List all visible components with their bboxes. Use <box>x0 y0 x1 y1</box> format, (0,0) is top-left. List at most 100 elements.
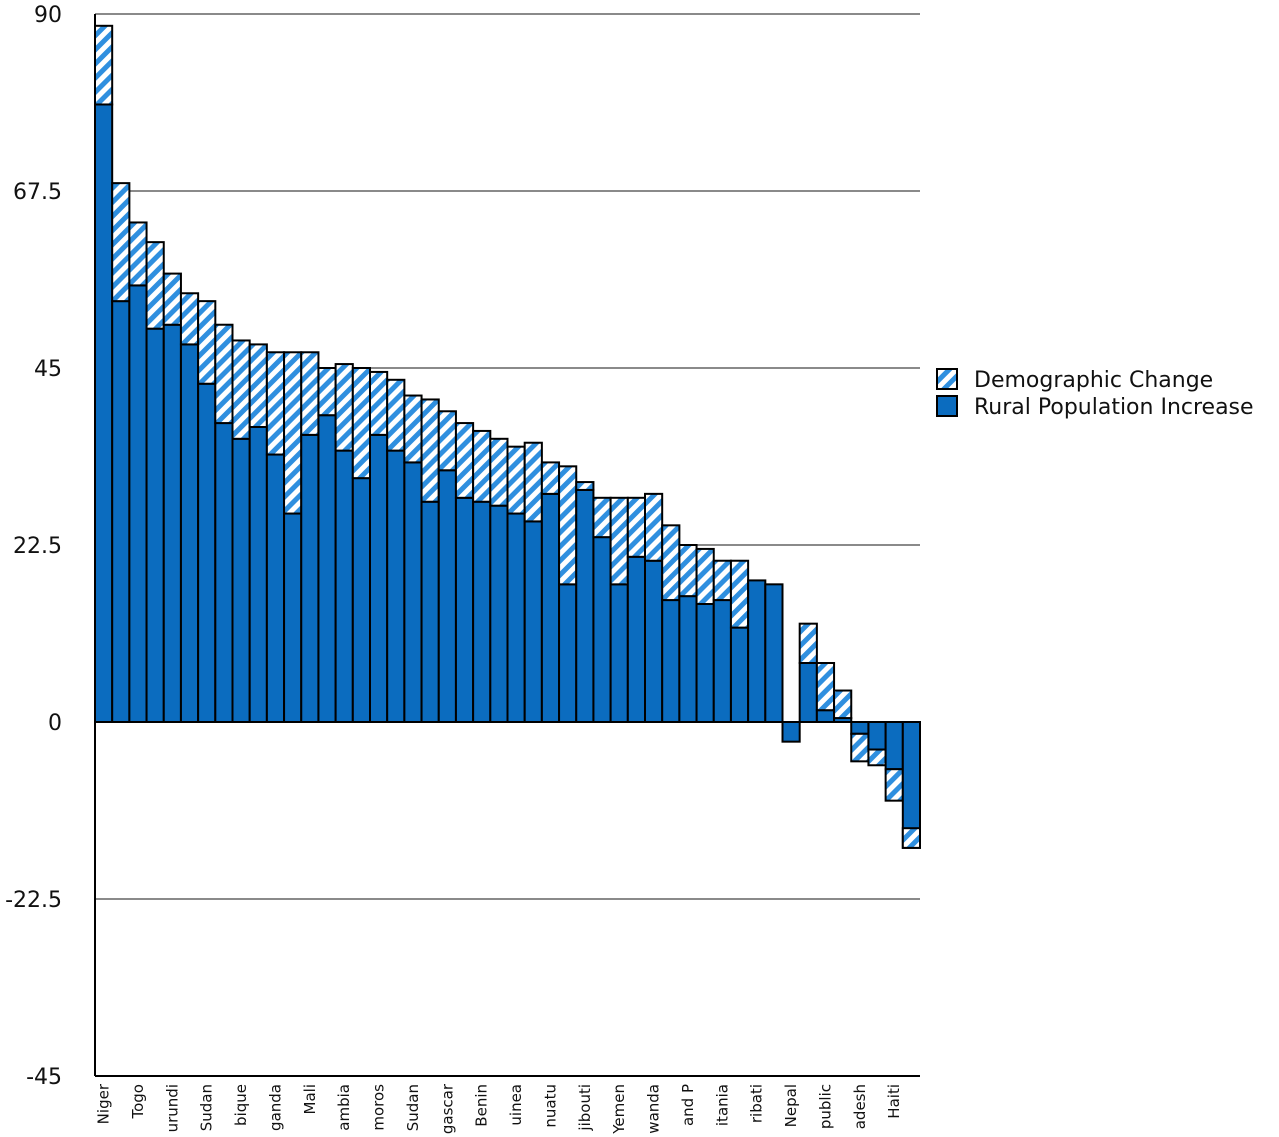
legend: Demographic Change Rural Population Incr… <box>936 368 1254 420</box>
bar-rural-population-increase <box>815 709 836 724</box>
bar-rural-population-increase <box>197 382 217 723</box>
bar-rural-population-increase <box>540 492 561 723</box>
y-axis-ticks: 90 67.5 45 22.5 0 -22.5 -45 <box>5 3 62 1090</box>
x-axis-ticks: Niger Togo urundi Sudan bique ganda Mali ambia m… <box>95 1083 904 1135</box>
bar-rural-population-increase <box>231 437 251 723</box>
bar-demographic-change <box>403 394 423 464</box>
bar-demographic-change <box>489 437 509 507</box>
bar-rural-population-increase <box>283 512 303 723</box>
bar-rural-population-increase <box>489 504 509 723</box>
legend-swatch-rural-population-increase <box>936 395 958 417</box>
bar-rural-population-increase <box>644 559 664 723</box>
x-tick-label: moros <box>370 1084 388 1131</box>
bar-rural-population-increase <box>317 414 337 723</box>
x-tick-label: jibouti <box>576 1084 594 1132</box>
x-tick-label: Haiti <box>885 1084 903 1119</box>
x-tick-label: Sudan <box>404 1084 422 1131</box>
x-tick-label: public <box>816 1084 834 1129</box>
bar-rural-population-increase <box>420 500 440 723</box>
x-tick-label: Niger <box>95 1083 113 1124</box>
y-tick-label: -45 <box>26 1065 62 1090</box>
x-tick-label: Benin <box>473 1084 491 1127</box>
bar-rural-population-increase <box>867 721 887 751</box>
bar-demographic-change <box>506 445 526 515</box>
bar-demographic-change <box>386 378 406 452</box>
x-tick-label: nuatu <box>541 1084 559 1128</box>
bar-demographic-change <box>575 481 595 491</box>
bar-rural-population-increase <box>506 512 526 723</box>
bar-demographic-change <box>128 221 148 287</box>
bar-demographic-change <box>644 492 664 562</box>
x-tick-label: ambia <box>335 1084 353 1131</box>
bar-demographic-change <box>558 465 578 586</box>
bar-rural-population-increase <box>712 599 732 723</box>
bar-rural-population-increase <box>729 626 750 723</box>
bar-demographic-change <box>162 272 182 326</box>
bar-rural-population-increase <box>523 520 543 724</box>
x-tick-label: ribati <box>748 1084 766 1123</box>
axes <box>94 14 920 1077</box>
bar-rural-population-increase <box>437 469 457 723</box>
bar-rural-population-increase <box>300 433 320 723</box>
bar-demographic-change <box>712 559 732 602</box>
bar-demographic-change <box>283 351 303 515</box>
bar-rural-population-increase <box>747 579 767 724</box>
bar-demographic-change <box>472 429 492 503</box>
bar-demographic-change <box>798 622 818 665</box>
bar-rural-population-increase <box>162 323 182 723</box>
legend-label-rural-population-increase: Rural Population Increase <box>974 395 1254 420</box>
x-tick-label: itania <box>713 1084 731 1126</box>
bar-demographic-change <box>94 24 114 106</box>
bar-rural-population-increase <box>472 500 492 723</box>
bar-rural-population-increase <box>781 721 801 743</box>
bar-rural-population-increase <box>695 603 715 723</box>
y-tick-label: 22.5 <box>13 534 62 559</box>
bar-demographic-change <box>420 398 440 503</box>
bar-rural-population-increase <box>369 433 389 723</box>
bar-demographic-change <box>265 351 286 456</box>
bar-demographic-change <box>884 768 904 802</box>
x-tick-label: Nepal <box>782 1084 800 1127</box>
bar-rural-population-increase <box>626 555 646 723</box>
bar-rural-population-increase <box>351 477 371 723</box>
bar-demographic-change <box>111 182 131 303</box>
y-tick-label: 90 <box>34 3 62 28</box>
x-tick-label: gascar <box>438 1083 456 1134</box>
y-tick-label: 45 <box>34 357 62 382</box>
bar-rural-population-increase <box>850 721 870 735</box>
x-tick-label: Sudan <box>198 1084 216 1131</box>
bar-demographic-change <box>248 343 268 428</box>
bars <box>94 24 921 849</box>
bar-rural-population-increase <box>884 721 904 771</box>
bar-demographic-change <box>626 496 646 558</box>
x-tick-label: and P <box>679 1084 697 1126</box>
bar-demographic-change <box>197 300 217 385</box>
bar-demographic-change <box>592 496 612 539</box>
bar-demographic-change <box>867 748 887 767</box>
bar-rural-population-increase <box>214 422 234 723</box>
x-tick-label: urundi <box>163 1084 181 1132</box>
bar-rural-population-increase <box>111 300 131 723</box>
bar-demographic-change <box>850 732 870 763</box>
bar-demographic-change <box>369 370 389 436</box>
x-tick-label: Yemen <box>610 1084 628 1135</box>
bar-rural-population-increase <box>403 461 423 723</box>
bar-rural-population-increase <box>798 662 818 723</box>
x-tick-label: adesh <box>851 1084 869 1129</box>
x-tick-label: ganda <box>266 1084 284 1131</box>
legend-label-demographic-change: Demographic Change <box>974 368 1213 393</box>
bar-rural-population-increase <box>145 327 165 723</box>
y-tick-label: 67.5 <box>13 180 62 205</box>
bar-demographic-change <box>901 827 921 849</box>
x-tick-label: Togo <box>129 1084 147 1120</box>
x-tick-label: bique <box>232 1084 250 1126</box>
x-tick-label: uinea <box>507 1084 525 1126</box>
bar-rural-population-increase <box>334 449 354 723</box>
bar-demographic-change <box>833 689 853 720</box>
bar-rural-population-increase <box>678 595 698 724</box>
bar-rural-population-increase <box>575 488 595 723</box>
bar-demographic-change <box>300 351 320 436</box>
x-tick-label: wanda <box>645 1084 663 1134</box>
bar-demographic-change <box>540 461 561 495</box>
